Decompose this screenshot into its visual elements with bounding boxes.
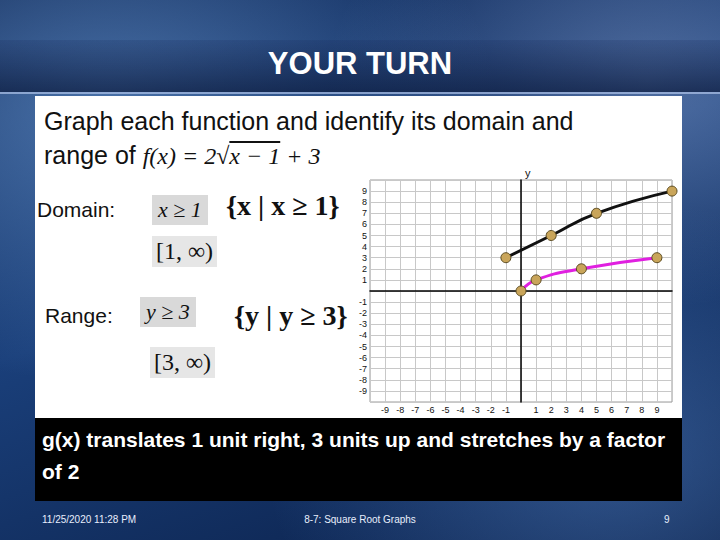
svg-text:-2: -2: [359, 308, 367, 318]
svg-text:-7: -7: [359, 364, 367, 374]
svg-text:-7: -7: [411, 405, 419, 415]
svg-text:-2: -2: [487, 405, 495, 415]
svg-text:-4: -4: [359, 330, 367, 340]
svg-text:2: 2: [362, 264, 367, 274]
html-text:Graph each function and identi: Graph each function and identify its dom…: [44, 107, 574, 169]
html-text:{y | y ≥ 3}: {y | y ≥ 3}: [234, 300, 348, 331]
html-text:Range:: Range:: [45, 304, 113, 327]
svg-text:8: 8: [362, 197, 367, 207]
html-text:[1, ∞): [1, ∞): [156, 238, 214, 264]
svg-text:6: 6: [362, 219, 367, 229]
svg-text:-9: -9: [359, 386, 367, 396]
svg-text:-3: -3: [359, 319, 367, 329]
svg-text:4: 4: [362, 242, 367, 252]
svg-text:-6: -6: [426, 405, 434, 415]
svg-text:-4: -4: [457, 405, 465, 415]
svg-text:y: y: [525, 167, 531, 179]
html-text:g(x) translates 1 unit right,: g(x) translates 1 unit right, 3 units up…: [42, 428, 666, 483]
html-text:8-7: Square Root Graphs: 8-7: Square Root Graphs: [304, 514, 416, 525]
svg-text:-5: -5: [359, 342, 367, 352]
svg-text:6: 6: [609, 405, 614, 415]
svg-text:-1: -1: [359, 297, 367, 307]
svg-text:-1: -1: [502, 405, 510, 415]
html-text:11/25/2020 11:28 PM: 11/25/2020 11:28 PM: [42, 514, 137, 525]
html-text:9: 9: [664, 514, 670, 525]
svg-text:2: 2: [549, 405, 554, 415]
svg-text:3: 3: [564, 405, 569, 415]
svg-text:7: 7: [624, 405, 629, 415]
svg-text:3: 3: [362, 253, 367, 263]
svg-text:5: 5: [362, 231, 367, 241]
html-text:{x | x ≥ 1}: {x | x ≥ 1}: [226, 190, 340, 221]
html-text:y ≥ 3: y ≥ 3: [146, 299, 190, 324]
svg-text:9: 9: [362, 186, 367, 196]
svg-text:-3: -3: [472, 405, 480, 415]
svg-text:7: 7: [362, 208, 367, 218]
svg-text:1: 1: [362, 275, 367, 285]
html-text:Domain:: Domain:: [37, 198, 116, 221]
html-text:YOUR TURN: YOUR TURN: [267, 46, 453, 81]
html-text:x ≥ 1: x ≥ 1: [158, 197, 202, 222]
svg-text:1: 1: [534, 405, 539, 415]
svg-text:-8: -8: [359, 375, 367, 385]
svg-text:-5: -5: [441, 405, 449, 415]
svg-text:5: 5: [594, 405, 599, 415]
svg-text:9: 9: [654, 405, 659, 415]
svg-text:8: 8: [639, 405, 644, 415]
svg-text:-8: -8: [396, 405, 404, 415]
svg-text:4: 4: [579, 405, 584, 415]
svg-text:-9: -9: [381, 405, 389, 415]
svg-text:-6: -6: [359, 353, 367, 363]
html-text:[3, ∞): [3, ∞): [154, 349, 212, 375]
